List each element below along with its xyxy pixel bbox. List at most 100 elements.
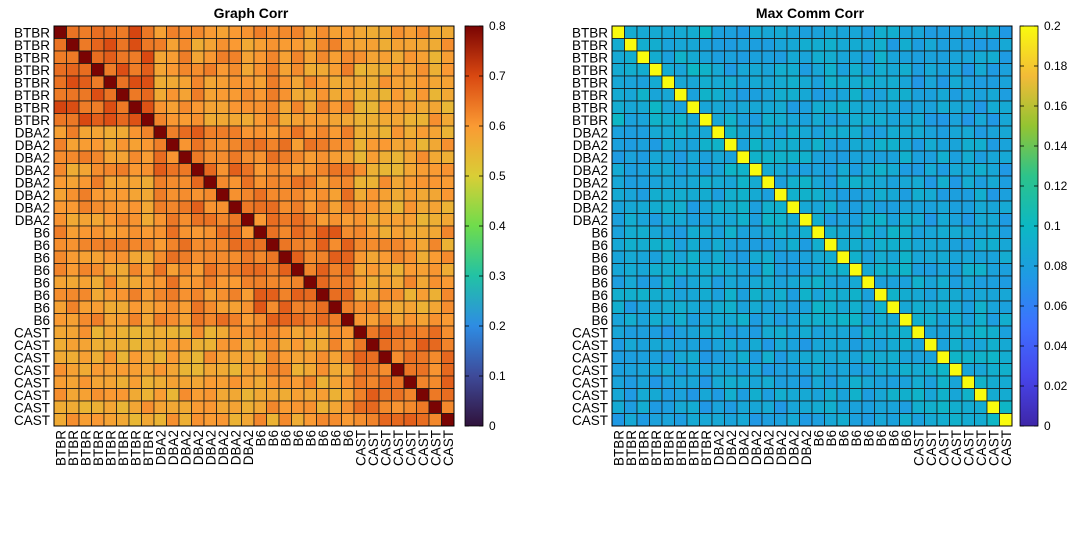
heatmap-cell	[316, 413, 330, 427]
column-label: B6	[824, 430, 839, 447]
heatmap-cell	[391, 25, 405, 39]
heatmap-cell	[986, 38, 1000, 52]
heatmap-cell	[128, 150, 142, 164]
heatmap-cell	[203, 125, 217, 139]
heatmap-cell	[661, 163, 675, 177]
heatmap-cell	[391, 375, 405, 389]
heatmap-cell	[416, 350, 430, 364]
heatmap-cell	[899, 75, 913, 89]
column-label: BTBR	[624, 430, 639, 466]
heatmap-cell	[724, 338, 738, 352]
heatmap-cell	[911, 150, 925, 164]
heatmap-cell	[91, 138, 105, 152]
heatmap-cell	[736, 38, 750, 52]
heatmap-cell	[786, 25, 800, 39]
heatmap-cell	[253, 138, 267, 152]
heatmap-cell	[911, 113, 925, 127]
heatmap-cell	[141, 63, 155, 77]
heatmap-cell	[191, 413, 205, 427]
heatmap-cell	[191, 125, 205, 139]
heatmap-cell	[253, 313, 267, 327]
heatmap-cell	[216, 238, 230, 252]
heatmap-cell	[328, 263, 342, 277]
heatmap-cell	[78, 125, 92, 139]
heatmap-cell	[949, 113, 963, 127]
column-label: B6	[341, 430, 356, 447]
heatmap-cell	[141, 200, 155, 214]
heatmap-cell	[203, 225, 217, 239]
heatmap-cell	[178, 200, 192, 214]
heatmap-cell	[291, 88, 305, 102]
heatmap-cell	[391, 113, 405, 127]
heatmap-cell	[103, 50, 117, 64]
heatmap-cell	[899, 225, 913, 239]
heatmap-cell	[266, 50, 280, 64]
heatmap-cell	[986, 25, 1000, 39]
heatmap-cell	[328, 200, 342, 214]
heatmap-cell	[316, 250, 330, 264]
heatmap-cell	[811, 288, 825, 302]
heatmap-cell	[949, 325, 963, 339]
heatmap-cell	[674, 400, 688, 414]
heatmap-cell	[724, 250, 738, 264]
heatmap-cell	[961, 75, 975, 89]
heatmap-cell	[761, 313, 775, 327]
heatmap-cell	[899, 125, 913, 139]
heatmap-cell	[316, 313, 330, 327]
heatmap-cell	[191, 25, 205, 39]
heatmap-cell	[824, 163, 838, 177]
heatmap-cell	[861, 413, 875, 427]
graph-corr-panel: Graph Corr BTBRBTBRBTBRBTBRBTBRBTBRBTBRB…	[14, 5, 506, 466]
heatmap-cell	[116, 288, 130, 302]
heatmap-cell	[636, 175, 650, 189]
heatmap-cell	[353, 175, 367, 189]
heatmap-cell	[91, 150, 105, 164]
row-label: BTBR	[14, 113, 50, 128]
heatmap-cell	[661, 100, 675, 114]
heatmap-cell	[416, 300, 430, 314]
heatmap-cell	[53, 250, 67, 264]
heatmap-cell	[711, 150, 725, 164]
heatmap-cell	[636, 50, 650, 64]
heatmap-cell	[178, 150, 192, 164]
heatmap-cell	[761, 275, 775, 289]
heatmap-cell	[724, 263, 738, 277]
heatmap-cell	[736, 75, 750, 89]
heatmap-cell	[66, 125, 80, 139]
heatmap-cell	[116, 363, 130, 377]
heatmap-cell	[711, 363, 725, 377]
heatmap-cell	[378, 38, 392, 52]
heatmap-cell	[328, 113, 342, 127]
heatmap-cell	[266, 313, 280, 327]
heatmap-cell	[191, 188, 205, 202]
heatmap-cell	[91, 363, 105, 377]
heatmap-cell	[291, 413, 305, 427]
heatmap-cell	[799, 338, 813, 352]
heatmap-cell	[936, 375, 950, 389]
heatmap-cell	[649, 213, 663, 227]
heatmap-cell	[861, 200, 875, 214]
heatmap-cell	[961, 238, 975, 252]
heatmap-cell	[78, 338, 92, 352]
heatmap-cell	[724, 163, 738, 177]
heatmap-cell	[674, 125, 688, 139]
heatmap-cell	[811, 338, 825, 352]
heatmap-cell	[328, 163, 342, 177]
heatmap-cell	[711, 163, 725, 177]
heatmap-cell	[899, 38, 913, 52]
heatmap-cell	[936, 325, 950, 339]
heatmap-cell	[353, 213, 367, 227]
heatmap-cell	[749, 400, 763, 414]
heatmap-cell	[711, 275, 725, 289]
heatmap-cell	[316, 88, 330, 102]
heatmap-cell	[203, 175, 217, 189]
heatmap-cell	[353, 400, 367, 414]
heatmap-cell	[661, 363, 675, 377]
heatmap-cell	[786, 275, 800, 289]
heatmap-cell	[961, 275, 975, 289]
heatmap-cell	[78, 238, 92, 252]
heatmap-cell	[774, 225, 788, 239]
heatmap-cell	[366, 38, 380, 52]
column-label: B6	[253, 430, 268, 447]
heatmap-cell	[178, 175, 192, 189]
